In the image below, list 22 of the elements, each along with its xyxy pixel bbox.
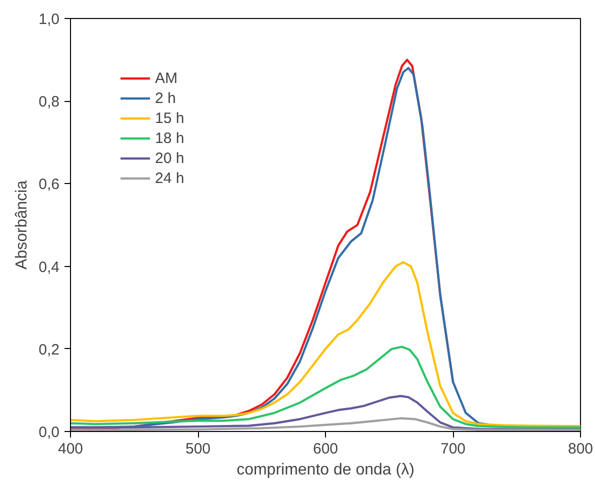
legend-label: 20 h bbox=[155, 149, 184, 167]
x-tick-label: 500 bbox=[185, 440, 211, 458]
y-tick-label: 0,6 bbox=[38, 176, 60, 194]
x-tick-label: 600 bbox=[312, 440, 338, 458]
line-series bbox=[70, 346, 580, 428]
y-tick-label: 0,2 bbox=[38, 341, 60, 358]
y-axis-title: Absorbância bbox=[14, 180, 31, 270]
y-tick-label: 1,0 bbox=[38, 11, 60, 28]
legend-label: AM bbox=[155, 69, 178, 87]
legend-label: 24 h bbox=[155, 169, 184, 187]
x-tick-label: 400 bbox=[58, 440, 84, 458]
y-tick-label: 0,4 bbox=[38, 258, 60, 276]
y-tick-label: 0,0 bbox=[38, 424, 60, 441]
line-series bbox=[70, 261, 580, 428]
y-tick-label: 0,8 bbox=[38, 94, 60, 111]
line-series bbox=[70, 417, 580, 431]
legend-label: 18 h bbox=[155, 129, 184, 147]
legend-label: 2 h bbox=[155, 89, 176, 107]
x-axis-title: comprimento de onda (λ) bbox=[236, 462, 414, 478]
x-tick-label: 700 bbox=[440, 440, 466, 458]
x-tick-label: 800 bbox=[568, 440, 594, 458]
legend-label: 15 h bbox=[155, 109, 184, 127]
